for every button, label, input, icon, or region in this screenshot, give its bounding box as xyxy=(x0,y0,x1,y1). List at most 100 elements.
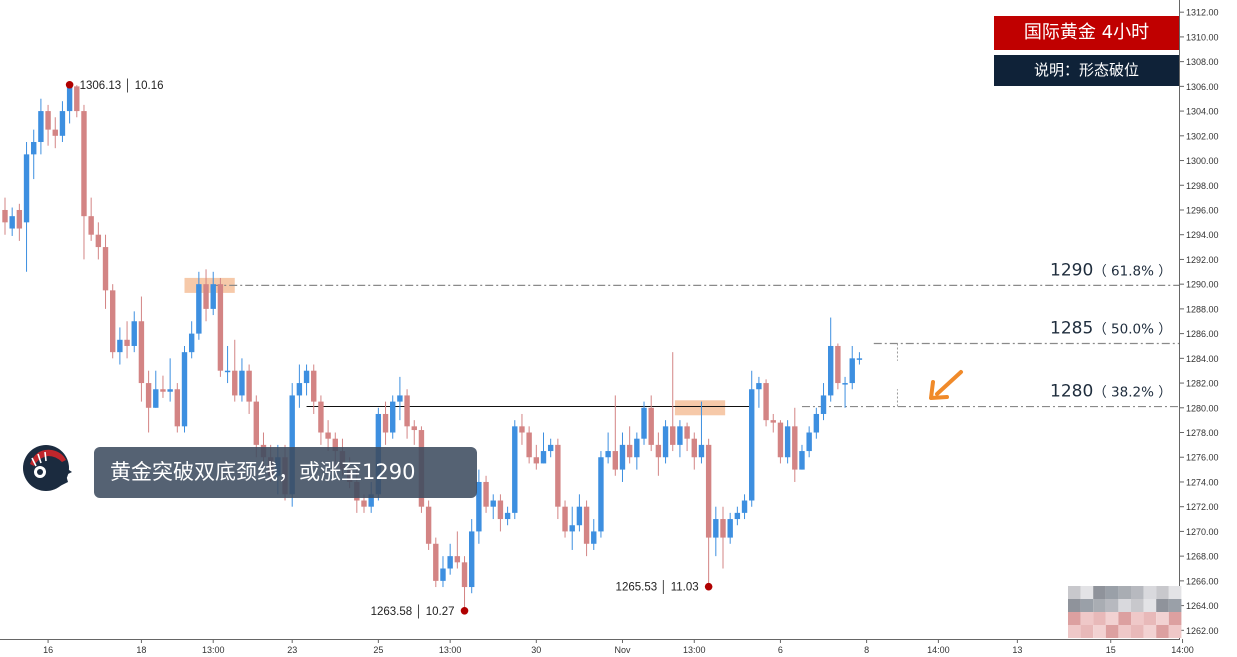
candle-body-93 xyxy=(670,426,676,445)
candle-body-107 xyxy=(770,420,776,423)
candle-body-114 xyxy=(820,395,827,414)
x-tick-label: Nov xyxy=(614,645,631,655)
candle-body-45 xyxy=(325,432,331,439)
candle-body-4 xyxy=(31,141,37,155)
watermark-tile xyxy=(1093,625,1106,638)
candle-body-88 xyxy=(634,438,640,458)
candle-body-113 xyxy=(813,413,820,433)
candle-body-89 xyxy=(641,407,647,439)
watermark-tile xyxy=(1118,625,1131,638)
pointer-arrow-head-icon xyxy=(929,380,949,400)
y-tick-label: 1310.00 xyxy=(1186,32,1219,42)
candle-body-103 xyxy=(741,500,748,513)
candle-body-19 xyxy=(138,321,145,384)
candle-body-35 xyxy=(253,401,259,445)
candle-body-99 xyxy=(713,519,719,538)
price-marker-label-1: 1263.58 │ 10.27 xyxy=(371,604,455,619)
price-marker-2 xyxy=(704,582,713,591)
candle-body-3 xyxy=(23,154,30,223)
candle-body-7 xyxy=(52,129,58,136)
candle-body-23 xyxy=(167,389,173,392)
y-tick-label: 1282.00 xyxy=(1186,379,1219,389)
y-tick-label: 1290.00 xyxy=(1186,280,1219,290)
level-percent: （ 50.0% ） xyxy=(1093,322,1171,338)
level-value: 1290 xyxy=(1050,260,1093,280)
pointer-arrow-icon xyxy=(935,370,963,396)
candle-body-105 xyxy=(756,383,762,390)
watermark-tile xyxy=(1105,586,1119,599)
candle-body-98 xyxy=(705,444,712,538)
y-tick-label: 1278.00 xyxy=(1186,428,1219,438)
candle-body-104 xyxy=(749,389,755,501)
candle-body-62 xyxy=(447,556,453,569)
x-tick-label: 13:00 xyxy=(683,645,706,655)
y-tick-label: 1302.00 xyxy=(1186,131,1219,141)
candle-body-28 xyxy=(203,284,209,309)
brand-logo-icon xyxy=(23,445,72,491)
x-tick-label: 16 xyxy=(43,645,53,655)
candle-body-6 xyxy=(45,111,51,130)
y-tick-label: 1286.00 xyxy=(1186,329,1219,339)
y-tick-label: 1280.00 xyxy=(1186,403,1219,413)
candle-body-72 xyxy=(519,426,525,433)
highlight-box-1 xyxy=(674,400,726,416)
y-tick-label: 1284.00 xyxy=(1186,354,1219,364)
candle-body-2 xyxy=(16,209,23,229)
candle-body-87 xyxy=(626,444,633,458)
watermark-tile xyxy=(1156,586,1169,599)
x-tick-label: 15 xyxy=(1106,645,1116,655)
candle-body-68 xyxy=(490,500,496,507)
candle-body-117 xyxy=(842,383,848,385)
candle-body-13 xyxy=(95,234,102,248)
candle-body-50 xyxy=(361,500,367,507)
candle-body-30 xyxy=(217,284,224,371)
candle-body-1 xyxy=(9,216,15,229)
price-marker-1 xyxy=(460,606,469,615)
watermark-tile xyxy=(1143,625,1157,638)
watermark-mosaic xyxy=(1068,586,1182,638)
candle-body-63 xyxy=(454,556,461,563)
candle-body-32 xyxy=(232,370,238,396)
y-tick-label: 1274.00 xyxy=(1186,477,1219,487)
candle-body-111 xyxy=(799,451,805,470)
y-tick-label: 1276.00 xyxy=(1186,453,1219,463)
candle-body-18 xyxy=(131,321,137,346)
price-marker-label-2: 1265.53 │ 11.03 xyxy=(616,580,699,595)
candle-body-70 xyxy=(504,512,511,520)
candle-body-43 xyxy=(311,370,317,402)
candle-body-101 xyxy=(727,519,733,538)
candle-body-106 xyxy=(763,383,769,421)
watermark-tile xyxy=(1080,599,1094,612)
watermark-tile xyxy=(1105,599,1119,612)
price-marker-label-0: 1306.13 │ 10.16 xyxy=(80,78,164,93)
candle-body-90 xyxy=(648,407,654,445)
y-tick-label: 1272.00 xyxy=(1186,502,1219,512)
candle-body-66 xyxy=(476,481,482,532)
level-label-1290: 1290（ 61.8% ） xyxy=(1050,260,1172,280)
candle-body-55 xyxy=(397,395,403,402)
x-tick-label: 13:00 xyxy=(202,645,225,655)
candle-body-59 xyxy=(425,506,432,544)
candle-body-97 xyxy=(698,444,705,458)
watermark-tile xyxy=(1143,586,1157,599)
candle-body-27 xyxy=(196,284,202,334)
level-value: 1285 xyxy=(1050,319,1093,339)
candle-body-82 xyxy=(591,531,597,544)
candle-body-17 xyxy=(124,339,130,346)
watermark-tile xyxy=(1093,612,1106,625)
candle-body-25 xyxy=(181,352,188,427)
watermark-tile xyxy=(1068,586,1081,599)
candle-body-102 xyxy=(734,512,741,520)
candle-body-119 xyxy=(856,358,863,360)
y-tick-label: 1270.00 xyxy=(1186,527,1219,537)
candle-body-53 xyxy=(382,413,389,433)
candle-body-83 xyxy=(598,457,604,532)
candle-body-69 xyxy=(497,500,504,520)
candle-body-0 xyxy=(2,209,8,223)
level-value: 1280 xyxy=(1050,382,1093,402)
y-tick-label: 1306.00 xyxy=(1186,82,1219,92)
candle-body-74 xyxy=(533,457,540,464)
candle-body-100 xyxy=(720,519,726,538)
candle-body-94 xyxy=(677,426,683,445)
